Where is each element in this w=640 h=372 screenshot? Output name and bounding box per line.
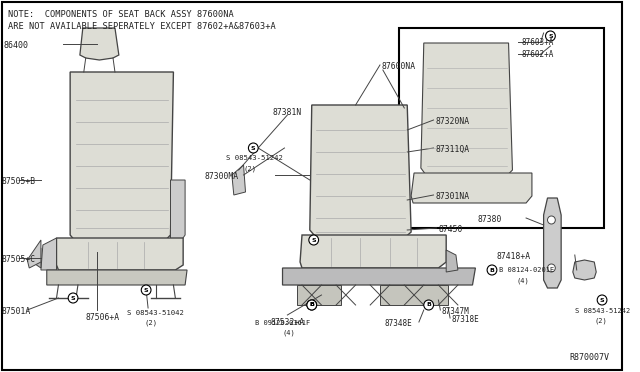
Polygon shape xyxy=(35,248,41,268)
Circle shape xyxy=(309,235,319,245)
Circle shape xyxy=(424,300,433,310)
Polygon shape xyxy=(446,250,458,272)
Polygon shape xyxy=(297,285,341,305)
Text: S: S xyxy=(251,145,255,151)
Text: (2): (2) xyxy=(144,320,157,327)
Text: 87311QA: 87311QA xyxy=(435,145,470,154)
Text: B 08124-0201E: B 08124-0201E xyxy=(499,267,554,273)
Polygon shape xyxy=(232,165,246,195)
Text: (2): (2) xyxy=(244,165,257,171)
Text: 87450: 87450 xyxy=(438,225,463,234)
Text: NOTE:  COMPONENTS OF SEAT BACK ASSY 87600NA: NOTE: COMPONENTS OF SEAT BACK ASSY 87600… xyxy=(8,10,234,19)
Circle shape xyxy=(597,295,607,305)
Text: 87380: 87380 xyxy=(477,215,502,224)
Circle shape xyxy=(68,293,78,303)
Circle shape xyxy=(487,265,497,275)
Text: S 08543-51242: S 08543-51242 xyxy=(226,155,283,161)
Text: 87418+A: 87418+A xyxy=(497,252,531,261)
Text: R870007V: R870007V xyxy=(569,353,609,362)
Text: 87505+C: 87505+C xyxy=(2,255,36,264)
Text: 86400: 86400 xyxy=(4,41,29,50)
Text: S: S xyxy=(71,295,76,301)
Circle shape xyxy=(547,216,556,224)
Text: 87300MA: 87300MA xyxy=(205,172,239,181)
Text: B: B xyxy=(309,302,314,308)
Text: 87501A: 87501A xyxy=(2,307,31,316)
Text: B: B xyxy=(309,302,314,308)
Polygon shape xyxy=(282,268,476,285)
Text: S 08543-51042: S 08543-51042 xyxy=(127,310,184,316)
Polygon shape xyxy=(170,180,185,242)
Polygon shape xyxy=(421,43,513,176)
Text: 87320NA: 87320NA xyxy=(435,117,470,126)
Polygon shape xyxy=(380,285,448,305)
Text: S 08543-51242: S 08543-51242 xyxy=(575,308,630,314)
Text: S: S xyxy=(144,288,148,292)
Text: B 09120-0161F: B 09120-0161F xyxy=(255,320,310,326)
Polygon shape xyxy=(310,105,411,238)
Polygon shape xyxy=(573,260,596,280)
Polygon shape xyxy=(543,198,561,288)
Text: 87347M: 87347M xyxy=(442,307,469,316)
Text: S: S xyxy=(600,298,604,302)
Text: 87532+A: 87532+A xyxy=(271,318,305,327)
Polygon shape xyxy=(41,238,56,270)
Circle shape xyxy=(248,143,258,153)
Polygon shape xyxy=(56,238,183,270)
Text: 87301NA: 87301NA xyxy=(435,192,470,201)
Circle shape xyxy=(545,31,556,41)
Text: S: S xyxy=(312,237,316,243)
Text: B: B xyxy=(490,267,495,273)
Circle shape xyxy=(547,264,556,272)
Text: 87381N: 87381N xyxy=(273,108,302,117)
Text: S: S xyxy=(548,33,553,38)
Polygon shape xyxy=(300,235,446,268)
Text: 87603+A: 87603+A xyxy=(521,38,554,47)
Text: 87602+A: 87602+A xyxy=(521,50,554,59)
Circle shape xyxy=(307,300,317,310)
Text: ARE NOT AVAILABLE SEPERATELY EXCEPT 87602+A&87603+A: ARE NOT AVAILABLE SEPERATELY EXCEPT 8760… xyxy=(8,22,276,31)
Text: 87318E: 87318E xyxy=(451,315,479,324)
Text: (2): (2) xyxy=(595,318,607,324)
Text: 87600NA: 87600NA xyxy=(382,62,416,71)
Text: 87348E: 87348E xyxy=(385,319,413,328)
Polygon shape xyxy=(80,28,119,60)
Circle shape xyxy=(141,285,151,295)
Polygon shape xyxy=(70,72,173,242)
Polygon shape xyxy=(47,270,187,285)
Text: (4): (4) xyxy=(282,330,295,337)
Polygon shape xyxy=(28,240,41,268)
Text: B: B xyxy=(426,302,431,308)
Text: 87505+B: 87505+B xyxy=(2,177,36,186)
Text: (4): (4) xyxy=(516,278,529,285)
Bar xyxy=(399,28,604,228)
Text: 87506+A: 87506+A xyxy=(86,313,120,322)
Polygon shape xyxy=(411,173,532,203)
Circle shape xyxy=(307,300,317,310)
